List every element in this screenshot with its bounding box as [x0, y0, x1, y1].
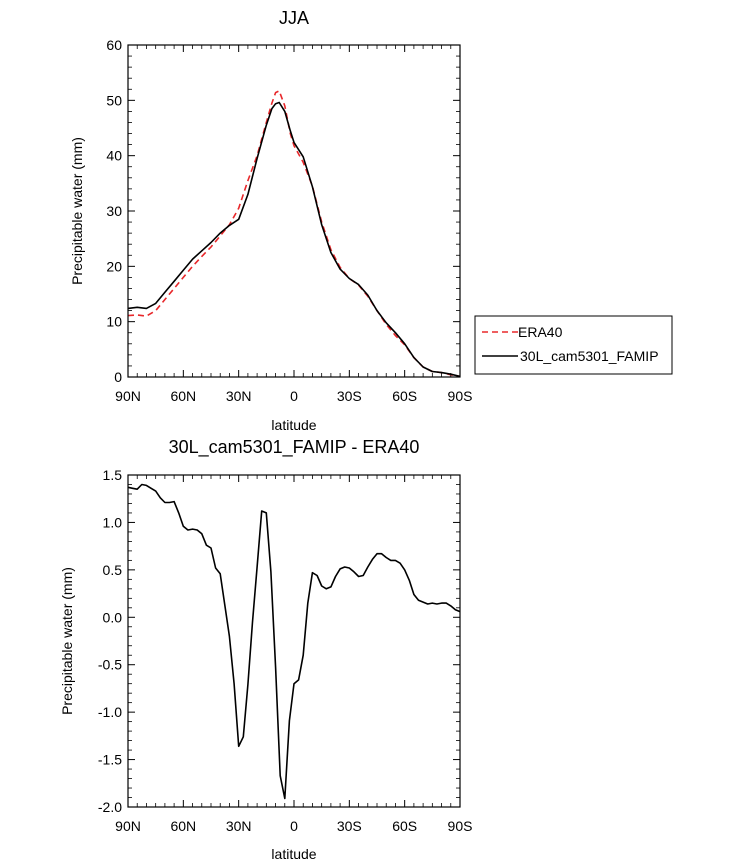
bottom-y-tick-label: -2.0 [98, 799, 122, 815]
top-y-tick-label: 40 [106, 148, 122, 164]
bottom-x-tick-label: 0 [290, 818, 298, 834]
bottom-y-tick-label: -1.5 [98, 752, 122, 768]
bottom-x-tick-label: 90N [115, 818, 141, 834]
bottom-plot-ticks: 90N 60N 30N 0 30S 60S 90S -2.0 -1.5 -1.0 -0.5 0.0 0.… [98, 467, 473, 834]
top-x-tick-label: 60N [170, 388, 196, 404]
bottom-plot-panel: 30L_cam5301_FAMIP - ERA40 90N 60N 30N 0 30S 6… [59, 437, 472, 862]
bottom-y-tick-label: -1.0 [98, 704, 122, 720]
bottom-y-tick-label: 0.0 [103, 609, 123, 625]
bottom-plot-lines [127, 483, 461, 800]
top-plot-frame [127, 44, 461, 378]
top-x-tick-label: 60S [392, 388, 417, 404]
bottom-y-tick-label: 1.5 [103, 467, 123, 483]
top-x-tick-label: 0 [290, 388, 298, 404]
legend: ERA40 30L_cam5301_FAMIP [474, 315, 673, 375]
top-x-tick-label: 90S [448, 388, 473, 404]
top-plot-x-axis-label: latitude [271, 417, 316, 433]
top-y-tick-label: 60 [106, 37, 122, 53]
legend-label-era40: ERA40 [518, 324, 563, 340]
top-plot-panel: JJA 90N 60N 30N 0 30S 60S 90S 0 10 20 30 40 50 60 lat… [69, 8, 472, 433]
bottom-x-tick-label: 60N [170, 818, 196, 834]
bottom-y-tick-label: 1.0 [103, 514, 123, 530]
bottom-series-line-0 [127, 483, 461, 800]
bottom-plot-frame [127, 474, 461, 808]
top-plot-y-axis-label: Precipitable water (mm) [69, 137, 85, 285]
top-x-tick-label: 30S [337, 388, 362, 404]
top-series-line-30l-cam5301-famip [127, 101, 461, 378]
top-plot-title: JJA [279, 8, 309, 28]
top-plot-lines [127, 90, 461, 378]
top-x-tick-label: 30N [226, 388, 252, 404]
bottom-x-tick-label: 30S [337, 818, 362, 834]
bottom-x-tick-label: 30N [226, 818, 252, 834]
top-y-tick-label: 30 [106, 203, 122, 219]
bottom-plot-y-axis-label: Precipitable water (mm) [59, 567, 75, 715]
top-plot-ticks: 90N 60N 30N 0 30S 60S 90S 0 10 20 30 40 50 60 [106, 37, 472, 404]
top-y-tick-label: 20 [106, 258, 122, 274]
top-x-tick-label: 90N [115, 388, 141, 404]
legend-box [474, 315, 673, 375]
top-y-tick-label: 10 [106, 314, 122, 330]
bottom-plot-x-axis-label: latitude [271, 846, 316, 862]
bottom-plot-title: 30L_cam5301_FAMIP - ERA40 [169, 437, 420, 458]
bottom-y-tick-label: -0.5 [98, 657, 122, 673]
top-series-line-era40 [127, 90, 461, 378]
bottom-x-tick-label: 60S [392, 818, 417, 834]
legend-label-model: 30L_cam5301_FAMIP [520, 348, 659, 364]
top-y-tick-label: 0 [114, 369, 122, 385]
bottom-y-tick-label: 0.5 [103, 562, 123, 578]
bottom-x-tick-label: 90S [448, 818, 473, 834]
top-y-tick-label: 50 [106, 92, 122, 108]
